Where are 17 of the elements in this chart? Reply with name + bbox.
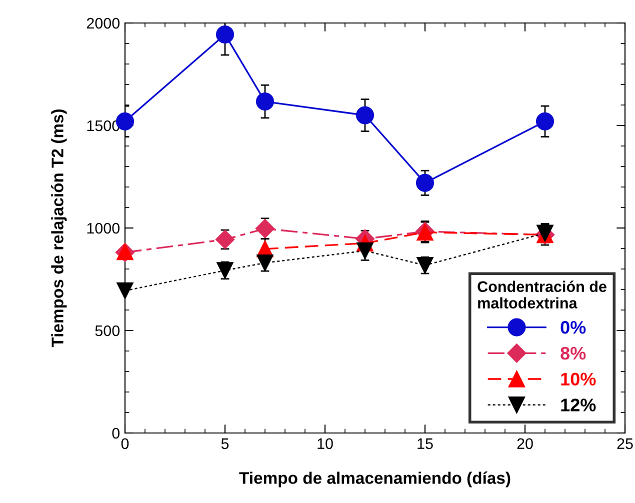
legend-label: 12%: [561, 398, 596, 412]
y-tick-label: 500: [95, 325, 120, 336]
legend-label: 10%: [561, 372, 596, 386]
legend-label: 0%: [560, 321, 586, 334]
x-tick-label: 25: [617, 438, 633, 450]
x-tick-label: 5: [221, 438, 229, 450]
x-tick-label: 0: [121, 438, 129, 450]
x-tick-label: 20: [517, 438, 533, 450]
y-axis-title: Tiempos de relajación T2 (ms): [51, 109, 67, 348]
legend-title: Condentración de maltodextrina: [478, 280, 606, 308]
y-tick-label: 0: [112, 428, 120, 439]
y-tick-label: 2000: [86, 18, 120, 29]
y-tick-label: 1000: [87, 222, 120, 234]
x-axis-title: Tiempo de almacenamiendo (días): [239, 472, 510, 488]
x-tick-label: 10: [318, 438, 333, 450]
x-tick-label: 15: [418, 438, 433, 450]
legend-label: 8%: [560, 346, 586, 360]
